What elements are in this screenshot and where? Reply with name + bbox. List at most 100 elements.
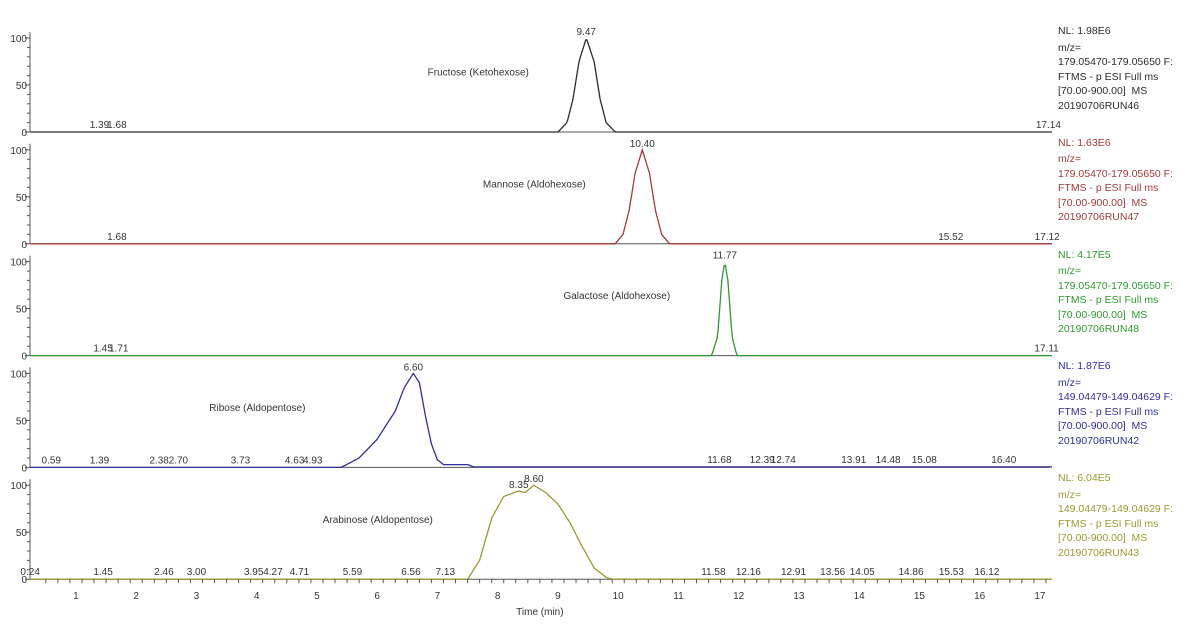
y-tick-label: 50: [16, 193, 28, 204]
peak-label: 8.35: [509, 480, 529, 491]
peak-label: 10.40: [630, 139, 655, 150]
info-mz: 179.05470-179.05650 F:: [1058, 56, 1174, 68]
peak-label: 0.24: [20, 567, 40, 578]
info-mz: 149.04479-149.04629 F:: [1058, 391, 1174, 404]
peak-label: 2.46: [154, 567, 174, 578]
compound-name: Galactose (Aldohexose): [563, 291, 670, 302]
info-mz: 149.04479-149.04629 F:: [1058, 503, 1174, 516]
x-tick-label: 15: [914, 591, 926, 602]
peak-label: 3.00: [187, 567, 207, 578]
x-tick-label: 3: [194, 591, 200, 602]
peak-label: 4.63: [285, 455, 305, 466]
peak-label: 14.48: [876, 455, 901, 466]
peak-label: 7.13: [436, 567, 456, 578]
y-tick-label: 50: [16, 81, 28, 92]
y-tick-label: 100: [10, 258, 27, 269]
panel-info: NL: 1.63E6 m/z= 179.05470-179.05650 F: FTMS…: [1058, 136, 1173, 225]
peak-label: 1.45: [93, 344, 113, 355]
y-tick-label: 100: [10, 34, 27, 45]
peak-label: 2.38: [149, 455, 169, 466]
peak-label: 4.71: [290, 567, 310, 578]
peak-label: 1.39: [90, 120, 110, 131]
info-mz-label: m/z=: [1058, 488, 1082, 501]
peak-label: 1.39: [90, 455, 110, 466]
info-mz-label: m/z=: [1058, 153, 1082, 166]
y-tick-label: 0: [21, 128, 27, 139]
peak-label: 3.73: [231, 455, 251, 466]
x-tick-label: 8: [495, 591, 501, 602]
panel-4: 0 50 100 0.24 1.45 2.46 3.00 3.95 4.27 4.71 5.59 6.…: [10, 474, 1052, 586]
x-tick-label: 17: [1034, 591, 1046, 602]
info-mz-label: m/z=: [1058, 376, 1082, 389]
y-tick-label: 50: [16, 528, 28, 539]
x-tick-label: 16: [974, 591, 986, 602]
peak-label: 12.16: [736, 567, 761, 578]
info-range: [70.00-900.00] MS: [1058, 196, 1148, 209]
compound-name: Ribose (Aldopentose): [209, 403, 305, 414]
peak-label: 11.68: [707, 455, 732, 466]
info-range: [70.00-900.00] MS: [1058, 420, 1148, 433]
peak-label: 17.14: [1036, 120, 1061, 131]
peak-label: 16.12: [974, 567, 999, 578]
x-tick-label: 1: [73, 591, 79, 602]
panel-2: 0 50 100 1.451.71 11.77 17.11 Galactose (Aldoh…: [10, 251, 1059, 363]
x-tick-label: 2: [133, 591, 139, 602]
info-scan: FTMS - p ESI Full ms: [1058, 294, 1159, 307]
peak-label: 2.70: [169, 455, 189, 466]
peak-label: 11.77: [713, 251, 738, 262]
peak-label: 0.59: [42, 455, 62, 466]
peak-label: 5.59: [343, 567, 363, 578]
panel-info: NL: 1.98E6 m/z= 179.05470-179.05650 F: FTMS…: [1058, 24, 1173, 113]
peak-label: 12.91: [781, 567, 806, 578]
y-tick-label: 50: [16, 416, 28, 427]
peak-label: 15.53: [939, 567, 964, 578]
x-axis-label: Time (min): [516, 607, 563, 618]
info-mz: 179.05470-179.05650 F:: [1058, 279, 1174, 292]
peak-label: 17.12: [1035, 232, 1060, 243]
peak-label: 13.56: [820, 567, 845, 578]
trace-line: [30, 372, 1052, 469]
x-tick-label: 13: [793, 591, 805, 602]
peak-label: 4.93: [303, 455, 323, 466]
x-tick-label: 11: [673, 591, 684, 602]
peak-label: 1.68: [107, 120, 127, 131]
peak-label: 17.11: [1034, 344, 1059, 355]
info-run: 20190706RUN48: [1058, 323, 1140, 336]
compound-name: Mannose (Aldohexose): [483, 179, 586, 190]
info-nl: NL: 4.17E5: [1058, 248, 1111, 261]
peak-label: 1.45: [93, 567, 113, 578]
y-tick-label: 0: [21, 463, 27, 474]
trace-line: [30, 147, 1052, 245]
y-tick-label: 0: [21, 240, 27, 251]
peak-label: 3.95: [244, 567, 264, 578]
peak-label: 6.56: [401, 567, 421, 578]
y-tick-label: 100: [10, 146, 27, 157]
peak-label: 15.08: [912, 455, 937, 466]
info-range: [70.00-900.00] MS: [1058, 532, 1148, 545]
peak-label: 12.39: [750, 455, 775, 466]
info-nl: NL: 6.04E5: [1058, 472, 1111, 485]
panel-1: 0 50 100 1.68 10.40 15.52 17.12 Mannose (Aldohe…: [10, 139, 1060, 251]
info-nl: NL: 1.87E6: [1058, 360, 1111, 373]
y-tick-label: 100: [10, 369, 27, 380]
info-scan: FTMS - p ESI Full ms: [1058, 405, 1159, 418]
peak-label: 14.86: [898, 567, 923, 578]
info-mz: 179.05470-179.05650 F:: [1058, 167, 1174, 180]
panel-info: NL: 1.87E6 m/z= 149.04479-149.04629 F: FTMS…: [1058, 359, 1173, 448]
compound-name: Arabinose (Aldopentose): [323, 515, 433, 526]
peak-label: 9.47: [577, 27, 597, 38]
info-nl: NL: 1.63E6: [1058, 136, 1111, 149]
info-run: 20190706RUN42: [1058, 434, 1140, 447]
panel-info: NL: 4.17E5 m/z= 179.05470-179.05650 F: FTMS…: [1058, 248, 1173, 337]
info-mz-label: m/z=: [1058, 265, 1082, 278]
x-tick-label: 14: [854, 591, 866, 602]
peak-label: 8.60: [524, 474, 544, 485]
x-tick-label: 6: [374, 591, 380, 602]
info-scan: FTMS - p ESI Full ms: [1058, 182, 1159, 195]
x-tick-label: 4: [254, 591, 260, 602]
x-tick-label: 12: [733, 591, 745, 602]
info-range: [70.00-900.00] MS: [1058, 85, 1148, 97]
info-scan: FTMS - p ESI Full ms: [1058, 70, 1159, 83]
panel-info: NL: 6.04E5 m/z= 149.04479-149.04629 F: FTMS…: [1058, 471, 1173, 560]
y-tick-label: 100: [10, 481, 27, 492]
